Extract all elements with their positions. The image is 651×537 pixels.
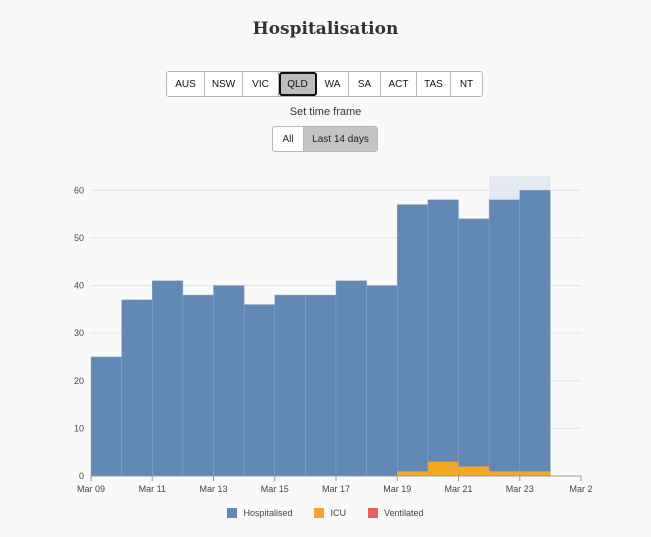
x-tick-label: Mar 17: [322, 484, 350, 494]
legend-label: Ventilated: [383, 508, 424, 518]
y-tick-label: 30: [74, 328, 84, 338]
bar-hospitalised: [519, 190, 551, 477]
y-tick-label: 60: [74, 185, 84, 195]
bar-hospitalised: [243, 304, 275, 477]
region-button-vic[interactable]: VIC: [243, 72, 279, 96]
chart-title: Hospitalisation: [252, 19, 399, 39]
region-button-sa[interactable]: SA: [349, 72, 381, 96]
legend-item-hospitalised: Hospitalised: [227, 508, 292, 518]
bar-hospitalised: [488, 199, 520, 477]
bar-icu: [397, 471, 428, 476]
legend-swatch: [314, 508, 325, 518]
y-tick-label: 20: [74, 376, 84, 386]
bar-hospitalised: [121, 299, 153, 477]
x-tick-label: Mar 19: [383, 484, 411, 494]
chart-legend: Hospitalised ICU Ventilated: [0, 508, 651, 518]
bar-hospitalised: [213, 285, 245, 477]
y-tick-label: 50: [74, 233, 84, 243]
x-tick-label: Mar 2: [569, 484, 592, 494]
x-tick-label: Mar 09: [77, 484, 105, 494]
bar-hospitalised: [427, 199, 459, 477]
y-tick-label: 0: [79, 471, 84, 481]
bar-hospitalised: [366, 285, 398, 477]
region-button-act[interactable]: ACT: [381, 72, 417, 96]
region-selector: AUS NSW VIC QLD WA SA ACT TAS NT: [166, 71, 483, 97]
timeframe-button-all[interactable]: All: [282, 133, 294, 145]
bar-icu: [519, 471, 551, 476]
bar-icu: [489, 471, 520, 476]
x-tick-label: Mar 23: [506, 484, 534, 494]
legend-label: ICU: [330, 508, 346, 518]
region-button-tas[interactable]: TAS: [417, 72, 451, 96]
bar-hospitalised: [90, 356, 122, 477]
timeframe-label: Set time frame: [289, 106, 362, 118]
region-button-aus[interactable]: AUS: [167, 72, 205, 96]
y-tick-label: 40: [74, 281, 84, 291]
legend-item-ventilated: Ventilated: [367, 508, 424, 518]
x-tick-label: Mar 15: [261, 484, 289, 494]
bar-hospitalised: [274, 294, 306, 477]
legend-item-icu: ICU: [314, 508, 346, 518]
bar-hospitalised: [335, 280, 367, 477]
y-tick-label: 10: [74, 423, 84, 433]
legend-label: Hospitalised: [243, 508, 293, 518]
bar-hospitalised: [458, 218, 490, 477]
bar-hospitalised: [305, 294, 337, 477]
x-tick-label: Mar 21: [444, 484, 472, 494]
bar-hospitalised: [182, 294, 214, 477]
bar-hospitalised: [397, 204, 429, 477]
region-button-nt[interactable]: NT: [459, 78, 474, 90]
region-button-nsw[interactable]: NSW: [205, 72, 243, 96]
x-tick-label: Mar 11: [139, 484, 166, 494]
timeframe-button-last-14-days[interactable]: Last 14 days: [303, 127, 377, 151]
region-button-wa[interactable]: WA: [317, 72, 349, 96]
timeframe-selector: All Last 14 days: [272, 126, 378, 152]
x-tick-label: Mar 13: [199, 484, 227, 494]
region-button-qld[interactable]: QLD: [279, 72, 317, 96]
legend-swatch: [367, 508, 378, 518]
bar-icu: [458, 466, 490, 476]
bar-hospitalised: [152, 280, 184, 477]
bar-icu: [427, 461, 459, 476]
legend-swatch: [227, 508, 238, 518]
